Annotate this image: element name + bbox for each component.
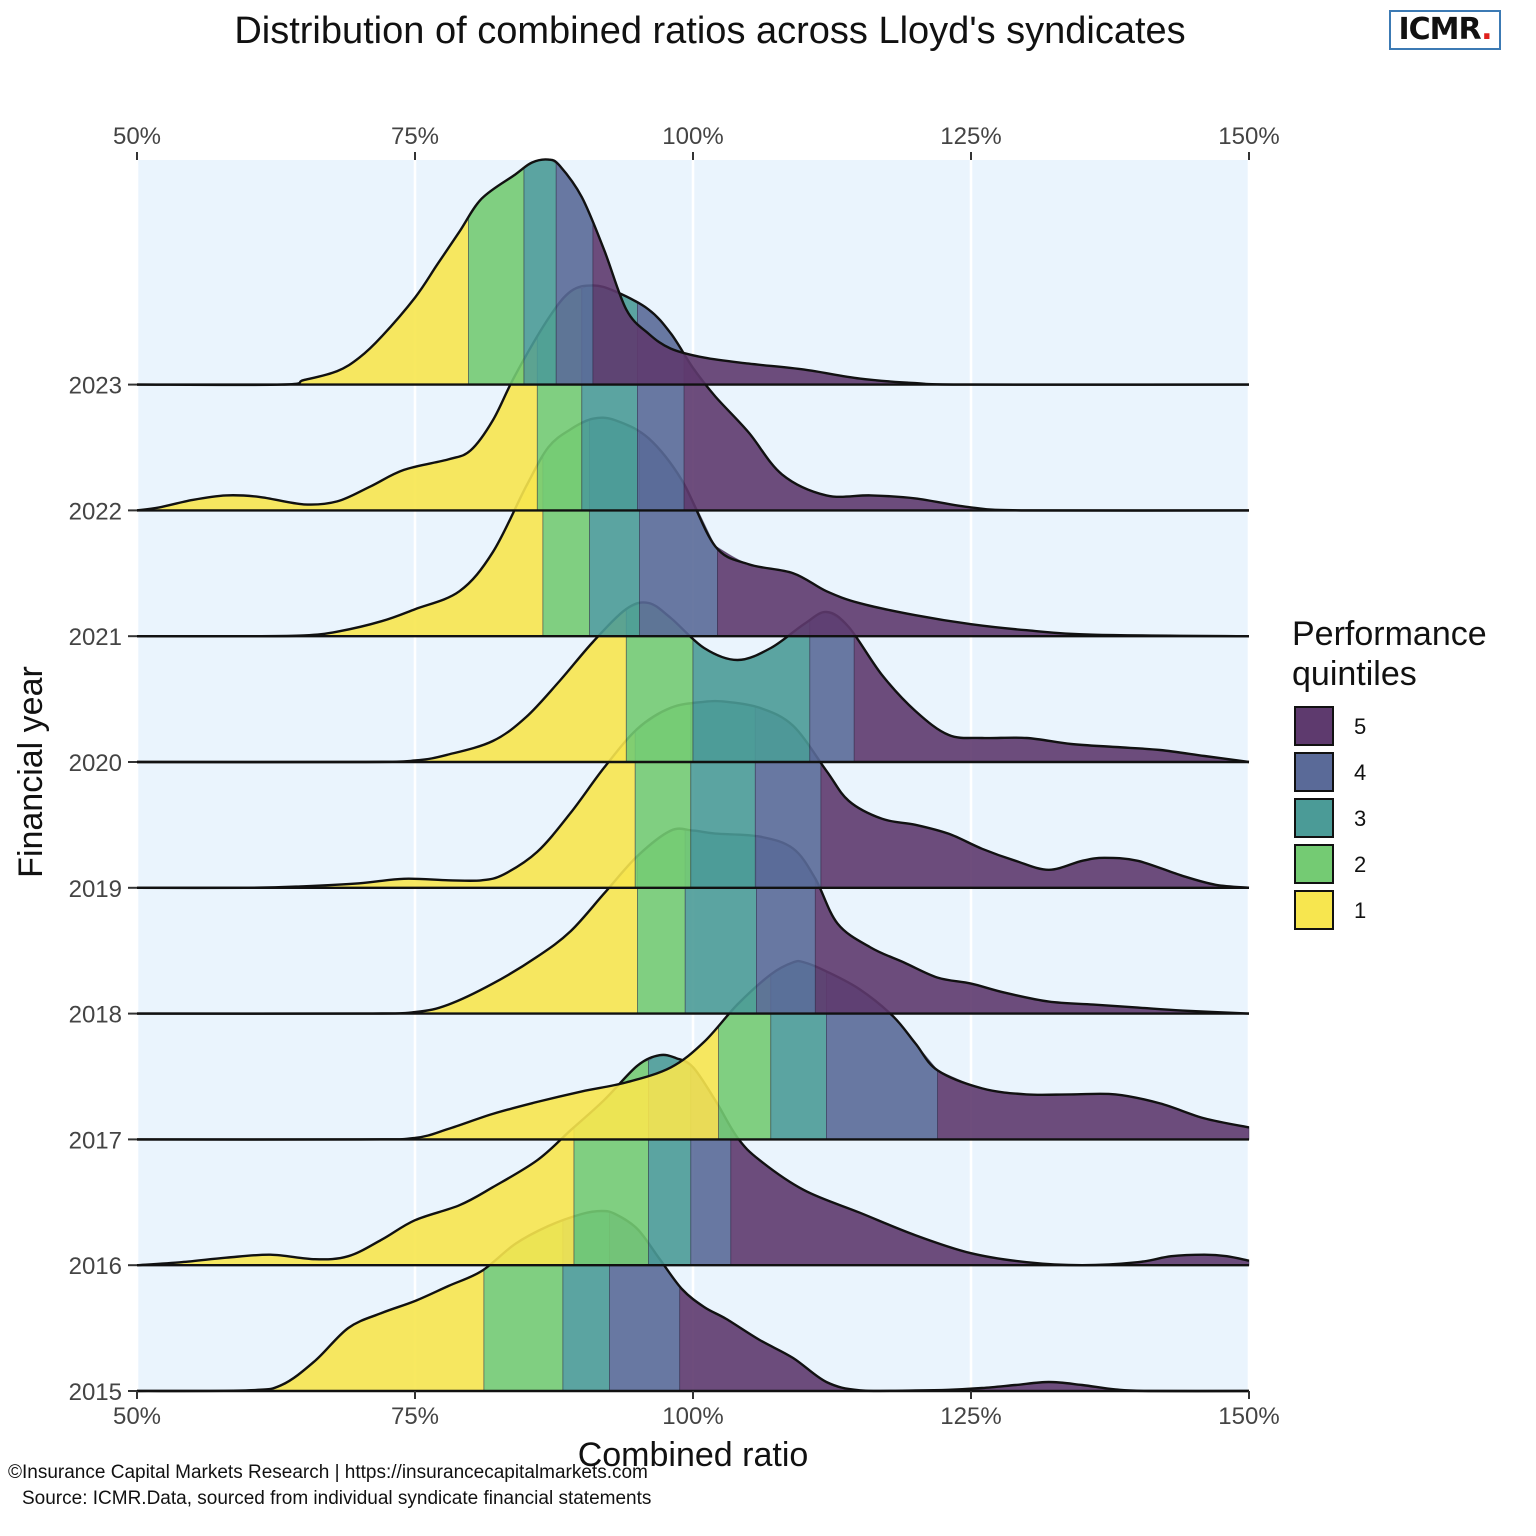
legend-swatch-4 xyxy=(1294,752,1334,792)
x-tick-label-top-75: 75% xyxy=(391,123,439,150)
chart-title: Distribution of combined ratios across L… xyxy=(234,10,1186,52)
legend-label-1: 1 xyxy=(1354,898,1367,923)
x-axis-title: Combined ratio xyxy=(578,1436,809,1474)
x-tick-label-top-100: 100% xyxy=(662,123,723,150)
ridge-2023 xyxy=(136,158,1250,387)
x-tick-label-bottom-75: 75% xyxy=(391,1403,439,1430)
x-tick-label-top-50: 50% xyxy=(113,123,161,150)
x-tick-label-bottom-125: 125% xyxy=(940,1403,1001,1430)
legend-title: Performance quintiles xyxy=(1292,615,1487,693)
legend-swatch-5 xyxy=(1294,706,1334,746)
legend-swatch-2 xyxy=(1294,844,1334,884)
y-tick-label-2021: 2021 xyxy=(69,624,122,651)
icmr-logo: ICMR. xyxy=(1389,10,1501,50)
y-tick-label-2019: 2019 xyxy=(69,876,122,903)
x-tick-label-bottom-150: 150% xyxy=(1218,1403,1279,1430)
ridge-2020-outline xyxy=(136,601,1250,764)
legend-swatch-3 xyxy=(1294,798,1334,838)
y-tick-label-2017: 2017 xyxy=(69,1127,122,1154)
legend-label-4: 4 xyxy=(1354,760,1367,785)
ridge-2015-outline xyxy=(136,1209,1250,1393)
ridge-2023-quintile-3 xyxy=(523,159,557,385)
copyright-footer: ©Insurance Capital Markets Research | ht… xyxy=(8,1462,648,1483)
y-tick-label-2022: 2022 xyxy=(69,498,122,525)
x-tick-label-bottom-100: 100% xyxy=(662,1403,723,1430)
legend: Performance quintiles 5 4 3 2 1 xyxy=(1292,614,1532,930)
y-tick-label-2016: 2016 xyxy=(69,1253,122,1280)
legend-label-2: 2 xyxy=(1354,852,1367,877)
legend-label-3: 3 xyxy=(1354,806,1367,831)
ridge-2023-outline xyxy=(136,158,1250,387)
source-footer: Source: ICMR.Data, sourced from individu… xyxy=(22,1488,652,1509)
ridge-2020 xyxy=(136,601,1250,764)
y-tick-label-2018: 2018 xyxy=(69,1002,122,1029)
x-tick-label-bottom-50: 50% xyxy=(113,1403,161,1430)
legend-swatch-1 xyxy=(1294,890,1334,930)
y-axis-title: Financial year xyxy=(12,666,50,878)
y-tick-label-2015: 2015 xyxy=(69,1379,122,1406)
y-tick-label-2020: 2020 xyxy=(69,750,122,777)
legend-label-5: 5 xyxy=(1354,714,1367,739)
logo-dot: . xyxy=(1481,12,1492,47)
ridges xyxy=(136,158,1250,1393)
x-tick-label-top-150: 150% xyxy=(1218,123,1279,150)
axes: 2015 2016 2017 2018 2019 2020 2021 2022 2023 50% 5… xyxy=(12,123,1280,1474)
y-tick-label-2023: 2023 xyxy=(69,373,122,400)
x-tick-label-top-125: 125% xyxy=(940,123,1001,150)
logo-text: ICMR xyxy=(1398,12,1482,47)
